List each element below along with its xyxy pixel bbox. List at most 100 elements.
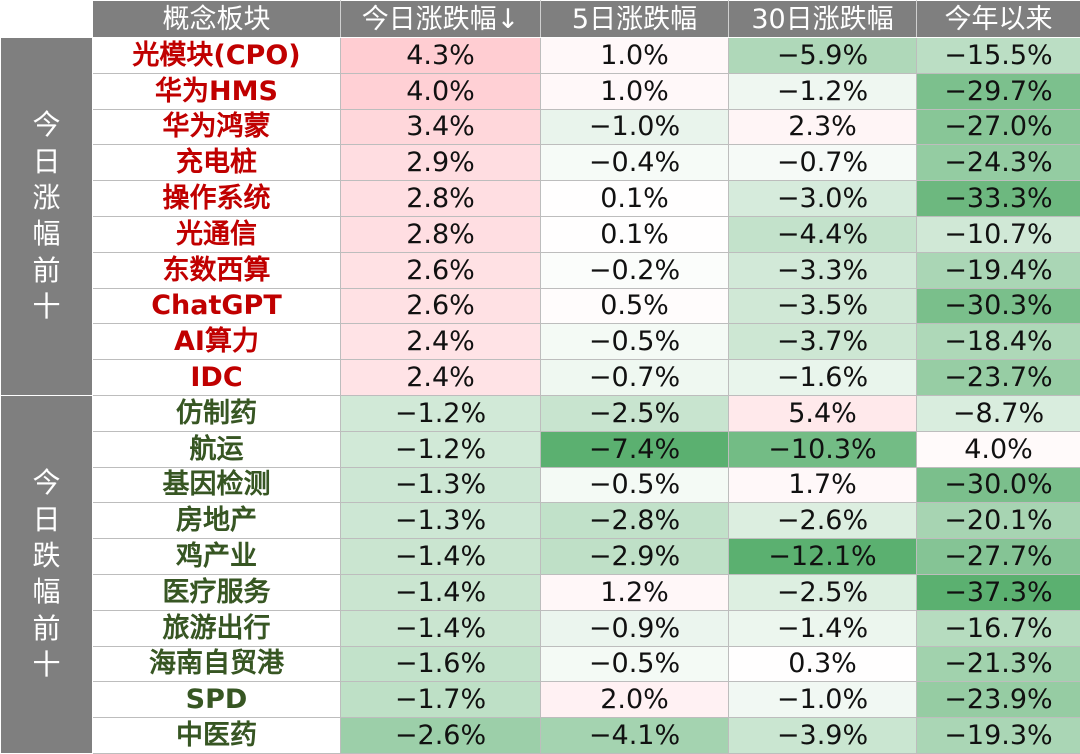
sector-name-cell[interactable]: 操作系统 [93,181,341,217]
ytd-change-cell: −19.4% [917,252,1080,288]
sector-name-cell[interactable]: 东数西算 [93,252,341,288]
5day-change-cell: −2.9% [541,539,729,575]
header-row: 概念板块 今日涨跌幅↓ 5日涨跌幅 30日涨跌幅 今年以来 [1,1,1080,38]
30day-change-cell: −1.2% [729,73,917,109]
today-change-cell: −1.2% [341,431,541,467]
sector-name-cell[interactable]: IDC [93,360,341,396]
ytd-change-cell: −23.9% [917,682,1080,718]
today-change-cell: 2.6% [341,288,541,324]
30day-change-cell: 0.3% [729,646,917,682]
5day-change-cell: −2.5% [541,395,729,431]
sector-name-cell[interactable]: 航运 [93,431,341,467]
ytd-change-cell: −27.7% [917,539,1080,575]
sector-name-cell[interactable]: 中医药 [93,718,341,754]
30day-change-cell: −12.1% [729,539,917,575]
header-ytd-change[interactable]: 今年以来 [917,1,1080,38]
sector-name-cell[interactable]: 旅游出行 [93,610,341,646]
sector-name-cell[interactable]: 海南自贸港 [93,646,341,682]
today-change-cell: 2.6% [341,252,541,288]
5day-change-cell: −0.5% [541,467,729,503]
sector-name-cell[interactable]: 房地产 [93,503,341,539]
5day-change-cell: −7.4% [541,431,729,467]
table-row: 今日跌幅前十仿制药−1.2%−2.5%5.4%−8.7% [1,395,1080,431]
header-corner [1,1,93,38]
30day-change-cell: −3.3% [729,252,917,288]
30day-change-cell: −3.5% [729,288,917,324]
header-5day-change[interactable]: 5日涨跌幅 [541,1,729,38]
30day-change-cell: −3.7% [729,324,917,360]
5day-change-cell: −0.2% [541,252,729,288]
5day-change-cell: 1.0% [541,38,729,74]
table-row: 医疗服务−1.4%1.2%−2.5%−37.3% [1,574,1080,610]
table-row: 海南自贸港−1.6%−0.5%0.3%−21.3% [1,646,1080,682]
sector-name-cell[interactable]: 仿制药 [93,395,341,431]
30day-change-cell: −3.0% [729,181,917,217]
5day-change-cell: 1.0% [541,73,729,109]
today-change-cell: 2.4% [341,324,541,360]
30day-change-cell: −5.9% [729,38,917,74]
5day-change-cell: 0.1% [541,181,729,217]
sector-name-cell[interactable]: 充电桩 [93,145,341,181]
5day-change-cell: −0.9% [541,610,729,646]
today-change-cell: 2.4% [341,360,541,396]
table-row: 今日涨幅前十光模块(CPO)4.3%1.0%−5.9%−15.5% [1,38,1080,74]
sector-name-cell[interactable]: 光模块(CPO) [93,38,341,74]
5day-change-cell: 1.2% [541,574,729,610]
today-change-cell: −2.6% [341,718,541,754]
sector-name-cell[interactable]: 医疗服务 [93,574,341,610]
table-row: 鸡产业−1.4%−2.9%−12.1%−27.7% [1,539,1080,575]
30day-change-cell: −3.9% [729,718,917,754]
ytd-change-cell: −20.1% [917,503,1080,539]
sector-name-cell[interactable]: 华为HMS [93,73,341,109]
30day-change-cell: −0.7% [729,145,917,181]
table-row: 基因检测−1.3%−0.5%1.7%−30.0% [1,467,1080,503]
group-label-text: 今日跌幅前十 [31,465,62,683]
ytd-change-cell: −24.3% [917,145,1080,181]
sector-name-cell[interactable]: 华为鸿蒙 [93,109,341,145]
table-row: 旅游出行−1.4%−0.9%−1.4%−16.7% [1,610,1080,646]
5day-change-cell: −4.1% [541,718,729,754]
table-row: SPD−1.7%2.0%−1.0%−23.9% [1,682,1080,718]
today-change-cell: −1.4% [341,574,541,610]
header-today-change[interactable]: 今日涨跌幅↓ [341,1,541,38]
ytd-change-cell: −19.3% [917,718,1080,754]
ytd-change-cell: −27.0% [917,109,1080,145]
ytd-change-cell: −23.7% [917,360,1080,396]
30day-change-cell: −4.4% [729,216,917,252]
ytd-change-cell: −10.7% [917,216,1080,252]
header-sector[interactable]: 概念板块 [93,1,341,38]
ytd-change-cell: −33.3% [917,181,1080,217]
today-change-cell: 4.0% [341,73,541,109]
ytd-change-cell: −15.5% [917,38,1080,74]
today-change-cell: 2.8% [341,181,541,217]
today-change-cell: −1.3% [341,503,541,539]
sector-name-cell[interactable]: 鸡产业 [93,539,341,575]
sector-name-cell[interactable]: ChatGPT [93,288,341,324]
today-change-cell: −1.3% [341,467,541,503]
sector-name-cell[interactable]: SPD [93,682,341,718]
today-change-cell: 3.4% [341,109,541,145]
today-change-cell: 2.8% [341,216,541,252]
today-change-cell: −1.7% [341,682,541,718]
sector-name-cell[interactable]: 光通信 [93,216,341,252]
table-row: 房地产−1.3%−2.8%−2.6%−20.1% [1,503,1080,539]
30day-change-cell: −1.0% [729,682,917,718]
5day-change-cell: 2.0% [541,682,729,718]
5day-change-cell: −0.5% [541,646,729,682]
5day-change-cell: 0.5% [541,288,729,324]
today-change-cell: 4.3% [341,38,541,74]
sector-name-cell[interactable]: 基因检测 [93,467,341,503]
group-label-top-gainers: 今日涨幅前十 [1,38,93,396]
30day-change-cell: −2.5% [729,574,917,610]
ytd-change-cell: −18.4% [917,324,1080,360]
header-30day-change[interactable]: 30日涨跌幅 [729,1,917,38]
ytd-change-cell: −16.7% [917,610,1080,646]
sector-name-cell[interactable]: AI算力 [93,324,341,360]
